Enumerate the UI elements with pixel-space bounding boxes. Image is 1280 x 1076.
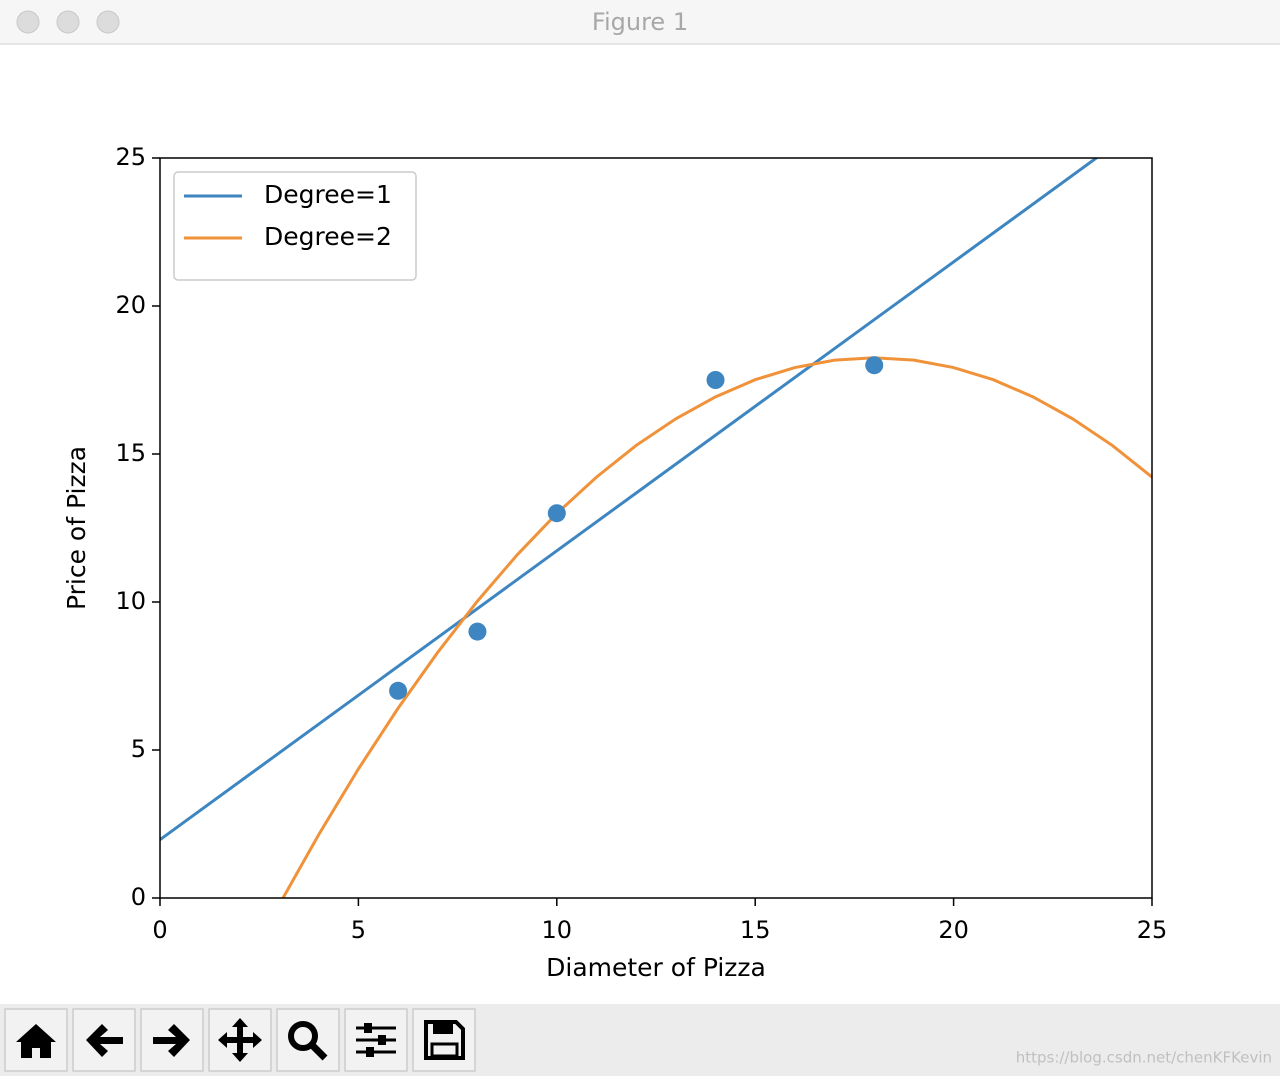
data-point [706,371,725,389]
fit-line [281,356,1152,898]
x-tick-label: 25 [1137,916,1168,944]
x-tick-label: 20 [938,916,969,944]
plot-area [160,158,1152,898]
data-point [865,356,884,375]
configure-button[interactable] [344,1008,408,1072]
x-tick-label: 10 [542,916,573,944]
watermark: https://blog.csdn.net/chenKFKevin [1016,1049,1272,1067]
data-point [468,622,487,641]
legend-label: Degree=2 [264,222,392,251]
y-tick-label: 15 [115,439,146,467]
legend-label: Degree=1 [264,180,392,209]
data-point [547,504,566,523]
y-tick-label: 5 [131,735,146,763]
x-axis-label: Diameter of Pizza [546,953,766,982]
y-tick-label: 25 [115,143,146,171]
fit-line [160,158,1099,841]
y-tick-label: 20 [115,291,146,319]
y-tick-label: 0 [131,883,146,911]
legend-box [173,171,417,281]
title-bar [0,0,1280,44]
window-title: Figure 1 [592,8,688,36]
axes-frame [159,157,1153,899]
minimize-button[interactable] [56,10,80,34]
home-button[interactable] [4,1008,68,1072]
zoom-tool-button[interactable] [276,1008,340,1072]
save-button[interactable] [412,1008,476,1072]
y-axis-label: Price of Pizza [62,446,91,610]
y-tick-label: 10 [115,587,146,615]
x-tick-label: 5 [351,916,366,944]
toolbar-buttons [4,1008,476,1072]
x-tick-label: 0 [152,916,167,944]
data-point [389,681,408,700]
close-button[interactable] [16,10,40,34]
pan-button[interactable] [208,1008,272,1072]
zoom-button[interactable] [96,10,120,34]
back-button[interactable] [72,1008,136,1072]
forward-button[interactable] [140,1008,204,1072]
x-tick-label: 15 [740,916,771,944]
